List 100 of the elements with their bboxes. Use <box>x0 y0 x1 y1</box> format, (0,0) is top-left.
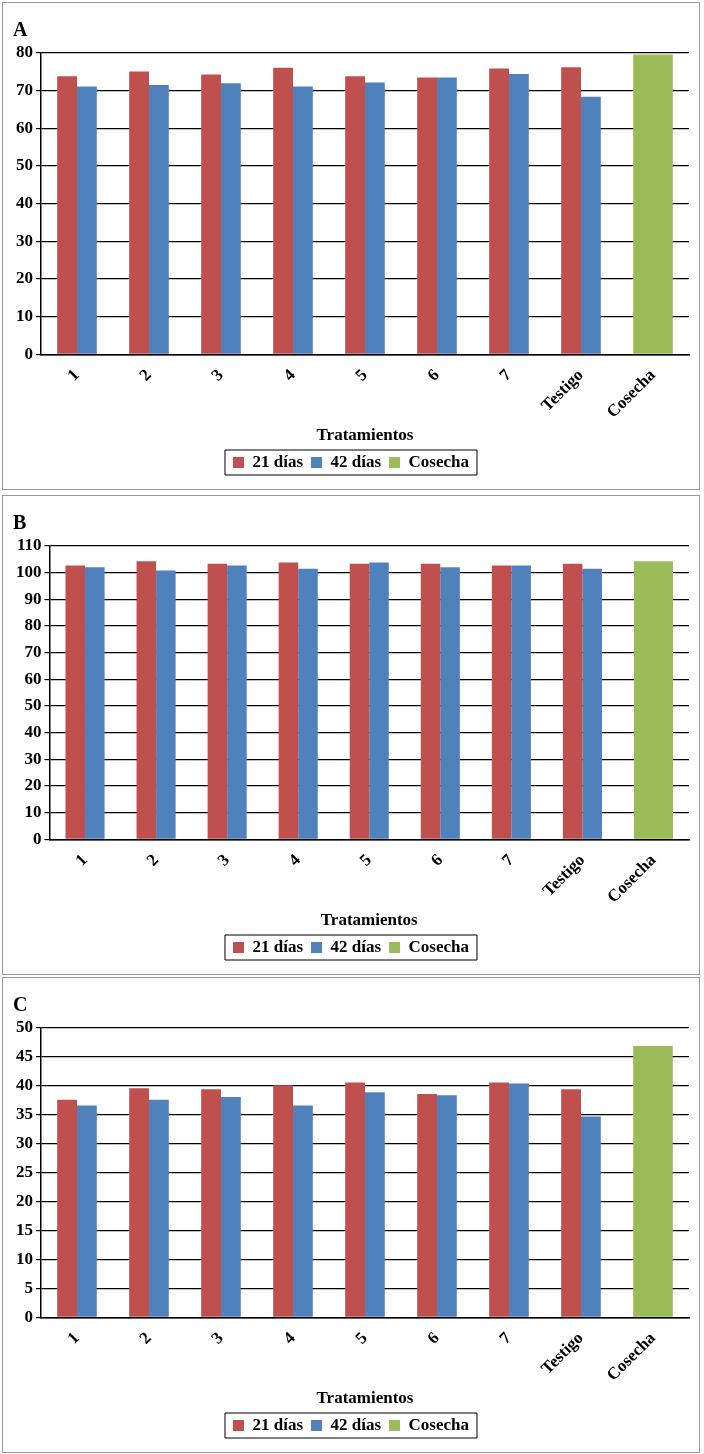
legend-label: 21 días <box>252 451 304 471</box>
bar <box>77 86 97 354</box>
y-tick-label: 5 <box>24 1277 33 1297</box>
y-tick-label: 45 <box>16 1046 33 1066</box>
y-tick-label: 30 <box>24 748 42 768</box>
x-tick-label: 7 <box>495 1327 516 1348</box>
bar <box>65 565 86 839</box>
x-tick-label: 4 <box>284 849 305 870</box>
x-tick-label: 6 <box>423 365 443 385</box>
legend-label: 21 días <box>252 936 304 956</box>
y-tick-label: 40 <box>24 722 42 742</box>
bar <box>207 563 228 839</box>
x-tick-label: 5 <box>351 365 371 385</box>
bar <box>365 82 385 354</box>
x-tick-label: 3 <box>207 1328 227 1348</box>
y-tick-label: 20 <box>16 268 33 288</box>
bar <box>136 561 157 839</box>
bar <box>511 565 531 839</box>
x-tick-label: 2 <box>135 1328 155 1348</box>
x-tick-label: 7 <box>495 364 516 385</box>
x-tick-label: 3 <box>207 365 227 385</box>
x-tick-label: 4 <box>279 1327 300 1348</box>
bar <box>440 567 460 839</box>
bar <box>149 85 169 354</box>
x-tick-label: 1 <box>71 850 91 870</box>
x-tick-label: 6 <box>426 850 447 870</box>
chart-title: B <box>13 511 27 534</box>
legend-label: Cosecha <box>408 451 470 471</box>
y-tick-label: 10 <box>16 306 33 326</box>
bar <box>509 1083 529 1317</box>
y-tick-label: 40 <box>16 1075 33 1095</box>
x-tick-label: 2 <box>135 365 155 385</box>
bar <box>561 67 581 354</box>
y-tick-label: 25 <box>16 1162 33 1182</box>
x-axis-title: Tratamientos <box>316 1388 414 1408</box>
bar <box>57 76 77 354</box>
chart-title: A <box>13 18 28 41</box>
bar <box>345 1082 365 1317</box>
y-tick-label: 0 <box>24 1306 33 1326</box>
x-tick-label: 2 <box>142 850 163 870</box>
bar <box>57 1099 77 1317</box>
y-tick-label: 20 <box>16 1191 33 1211</box>
bar <box>437 1095 457 1317</box>
legend-label: 42 días <box>330 451 382 471</box>
y-tick-label: 50 <box>16 155 33 175</box>
bar <box>201 74 221 354</box>
bar <box>633 54 673 354</box>
bar <box>489 1082 509 1317</box>
y-tick-label: 10 <box>16 1248 33 1268</box>
y-tick-label: 90 <box>24 588 42 608</box>
y-tick-label: 15 <box>16 1220 33 1239</box>
y-tick-label: 50 <box>24 695 42 715</box>
legend-label: 42 días <box>330 1414 382 1434</box>
y-tick-label: 60 <box>16 117 33 137</box>
chart-title: C <box>13 993 28 1016</box>
bar <box>149 1099 169 1317</box>
bar <box>349 563 370 839</box>
bar <box>489 68 509 354</box>
y-tick-label: 0 <box>24 343 33 363</box>
bar <box>633 561 674 839</box>
y-tick-label: 110 <box>16 535 42 555</box>
bar <box>562 563 583 839</box>
bar <box>227 565 247 839</box>
legend-label: 42 días <box>330 936 382 956</box>
y-tick-label: 30 <box>16 230 33 250</box>
legend-label: Cosecha <box>408 1414 470 1434</box>
x-tick-label: 5 <box>355 850 376 870</box>
bar <box>129 71 149 354</box>
x-tick-label: 6 <box>423 1328 443 1348</box>
y-tick-label: 100 <box>16 562 42 582</box>
bar <box>420 563 441 839</box>
x-tick-label: 1 <box>63 365 83 385</box>
bar <box>293 1105 313 1317</box>
y-tick-label: 60 <box>24 668 42 688</box>
bar <box>437 77 457 354</box>
y-tick-label: 35 <box>16 1104 33 1124</box>
y-tick-label: 40 <box>16 193 33 213</box>
bar <box>77 1105 97 1317</box>
bar <box>417 77 437 354</box>
bar <box>509 74 529 354</box>
bar <box>491 565 512 839</box>
legend-label: 21 días <box>252 1414 304 1434</box>
bar <box>129 1088 149 1317</box>
bar <box>156 570 176 839</box>
y-tick-label: 20 <box>24 775 42 795</box>
bar <box>293 86 313 354</box>
bar <box>221 1096 241 1317</box>
bar <box>273 1085 293 1317</box>
bar <box>581 1116 601 1317</box>
bar <box>582 568 602 839</box>
y-tick-label: 80 <box>24 615 42 635</box>
y-tick-label: 10 <box>24 802 42 822</box>
bar <box>221 83 241 354</box>
bar <box>417 1093 437 1317</box>
x-tick-label: 5 <box>351 1328 371 1348</box>
bar <box>633 1045 673 1317</box>
bar <box>201 1089 221 1317</box>
x-tick-label: 3 <box>213 850 234 870</box>
bar <box>561 1089 581 1317</box>
x-tick-label: 7 <box>497 849 518 870</box>
